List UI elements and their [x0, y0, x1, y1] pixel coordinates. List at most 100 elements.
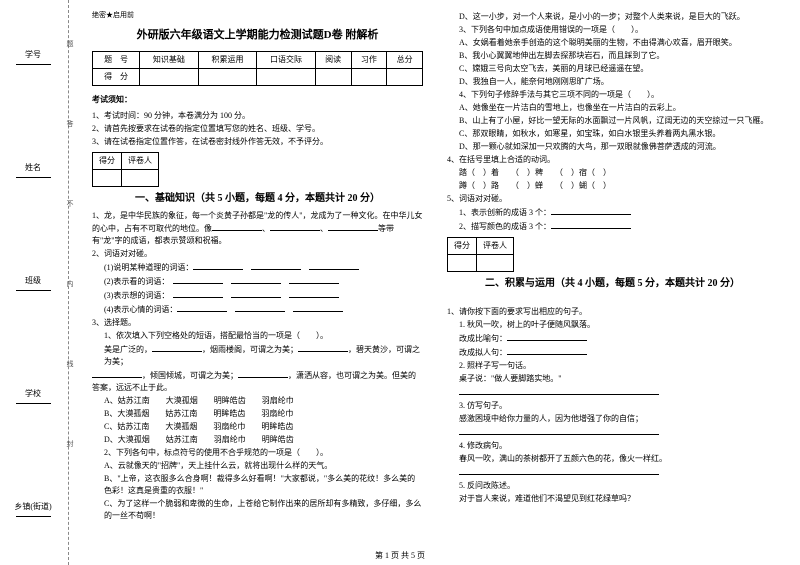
answer-line: 改成拟人句：: [447, 346, 778, 359]
seal-dashline: 题 答 不 内 线 封: [68, 0, 69, 565]
td: [315, 69, 351, 86]
sub-item: 1、表示创新的成语 3 个：: [447, 206, 778, 219]
option-c: C、姑苏江南 大漠孤烟 羽扇纶巾 明眸皓齿: [92, 421, 423, 433]
binding-margin: 学号 姓名 班级 学校 乡镇(街道): [8, 0, 58, 565]
score-table: 题 号 知识基础 积累运用 口语交际 阅读 习作 总分 得 分: [92, 51, 423, 86]
sub-item: (4)表示心情的词语：: [92, 303, 423, 316]
option-a: A、云就像天的"招牌"，天上挂什么云，就将出现什么样的天气。: [92, 460, 423, 472]
stem: 5. 反问改陈述。: [447, 480, 778, 492]
sub-item: 2、描写颜色的成语 3 个：: [447, 220, 778, 233]
option-b: B、"上帝，这衣服多么合身啊！裁得多么好看啊！"大家都说，"多么美的花纹！多么美…: [92, 473, 423, 497]
sub-item: (2)表示看的词语：: [92, 275, 423, 288]
sub-question: 3、下列各句中加点成语使用错误的一项是（ ）。: [447, 24, 778, 36]
section-2-title: 二、积累与运用（共 4 小题，每题 5 分，本题共计 20 分）: [447, 276, 778, 291]
example: 春风一吹，满山的茶树都开了五颜六色的花，像火一样红。: [447, 453, 778, 465]
stem: ，倾国倾城，可谓之为美；，潇洒从容，也可谓之为美。但美的答案，远远不止于此。: [92, 369, 423, 394]
th: 阅读: [315, 52, 351, 69]
option-b: B、大漠孤烟 姑苏江南 明眸皓齿 羽扇纶巾: [92, 408, 423, 420]
margin-label-name: 姓名: [16, 135, 51, 205]
secrecy-label: 绝密★启用前: [92, 10, 423, 21]
fill-line: 踏（ ）着 （ ）稗 （ ）宿（ ）: [447, 167, 778, 179]
td: 得 分: [93, 69, 140, 86]
fill-line: 蹲（ ）路 （ ）蝉 （ ）蝴（ ）: [447, 180, 778, 192]
notice-line: 1、考试时间：90 分钟，本卷满分为 100 分。: [92, 110, 423, 122]
answer-line: 改成比喻句：: [447, 332, 778, 345]
td: [387, 69, 423, 86]
notice-line: 3、请在试卷指定位置作答，在试卷密封线外作答无效，不予评分。: [92, 136, 423, 148]
th: 积累运用: [198, 52, 257, 69]
margin-label-town: 乡镇(街道): [14, 474, 51, 544]
option-c: C、那双眼睛，如秋水，如寒星，如宝珠，如白水银里头养着两丸黑水银。: [447, 128, 778, 140]
stem: 2. 照样子写一句话。: [447, 360, 778, 372]
th: 口语交际: [257, 52, 316, 69]
option-d: D、这一小步，对一个人来说，是小小的一步；对整个人类来说，是巨大的飞跃。: [447, 11, 778, 23]
option-a: A、姑苏江南 大漠孤烟 明眸皓齿 羽扇纶巾: [92, 395, 423, 407]
option-c: C、为了这样一个脆弱和卑微的生命，上苍给它制作出来的居所却有多精致，多仔细，多么…: [92, 498, 423, 522]
table-row: 题 号 知识基础 积累运用 口语交际 阅读 习作 总分: [93, 52, 423, 69]
option-a: A、她像坐在一片洁白的雪地上，也像坐在一片洁白的云彩上。: [447, 102, 778, 114]
seal-char: 封: [65, 440, 75, 447]
th: 题 号: [93, 52, 140, 69]
sub-question: 4、下列句子修辞手法与其它三项不同的一项是（ ）。: [447, 89, 778, 101]
sub-question: 2、下列各句中，标点符号的使用不合乎规范的一项是（ ）。: [92, 447, 423, 459]
margin-label-xuehao: 学号: [16, 22, 51, 92]
td: 评卷人: [477, 238, 514, 255]
sub-item: (3)表示想的词语：: [92, 289, 423, 302]
option-d: D、大漠孤烟 姑苏江南 羽扇纶巾 明眸皓齿: [92, 434, 423, 446]
example: 感激困境中给你力量的人，因为他增强了你的自信；: [447, 413, 778, 425]
seal-char: 线: [65, 360, 75, 367]
right-column: D、这一小步，对一个人来说，是小小的一步；对整个人类来说，是巨大的飞跃。 3、下…: [435, 10, 790, 545]
td: [448, 255, 477, 272]
td: [198, 69, 257, 86]
margin-label-school: 学校: [16, 361, 51, 431]
td: [257, 69, 316, 86]
marker-box: 得分评卷人: [447, 237, 514, 272]
td: [477, 255, 514, 272]
td: 评卷人: [122, 153, 159, 170]
sub-question: 1、依次填入下列空格处的短语，搭配最恰当的一项是（ ）。: [92, 330, 423, 342]
exam-title: 外研版六年级语文上学期能力检测试题D卷 附解析: [92, 27, 423, 44]
marker-box: 得分评卷人: [92, 152, 159, 187]
option-d: D、我独自一人，能奈何地刚刚思旷广场。: [447, 76, 778, 88]
table-row: 得 分: [93, 69, 423, 86]
answer-line: [447, 466, 778, 479]
option-c: C、嫦娥三号向太空飞去，美丽的月球已经遥遥在望。: [447, 63, 778, 75]
th: 习作: [351, 52, 387, 69]
stem: 3. 仿写句子。: [447, 400, 778, 412]
option-a: A、女娲看着她亲手创造的这个聪明美丽的生物，不由得满心欢喜，眉开眼笑。: [447, 37, 778, 49]
th: 总分: [387, 52, 423, 69]
option-b: B、山上有了小屋，好比一望无际的水面飘过一片风帆，辽阔无边的天空掠过一只飞雁。: [447, 115, 778, 127]
page-footer: 第 1 页 共 5 页: [0, 550, 800, 561]
seal-char: 答: [65, 120, 75, 127]
td: [93, 170, 122, 187]
example: 桌子说："做人要脚踏实地。": [447, 373, 778, 385]
question-text: 1、龙，是中华民族的象征，每一个炎黄子孙都是"龙的传人"，龙成为了一种文化。在中…: [92, 210, 423, 247]
seal-char: 内: [65, 280, 75, 287]
question-text: 5、词语对对碰。: [447, 193, 778, 205]
answer-line: [447, 426, 778, 439]
td: [122, 170, 159, 187]
question-text: 3、选择题。: [92, 317, 423, 329]
left-column: 绝密★启用前 外研版六年级语文上学期能力检测试题D卷 附解析 题 号 知识基础 …: [80, 10, 435, 545]
stem: 美是广泛的，，烟雨楼阁，可谓之为美；，碧天黄沙，可谓之为美；: [92, 343, 423, 368]
sub-item: (1)说明某种道理的词语：: [92, 261, 423, 274]
question-text: 4、在括号里填上合适的动词。: [447, 154, 778, 166]
option-b: B、我小心翼翼地伸出左脚去探那块岩石，而且踩到了它。: [447, 50, 778, 62]
example: 对于盲人来说，难道他们不渴望见到红花绿草吗？: [447, 493, 778, 505]
seal-char: 题: [65, 40, 75, 47]
question-text: 1、请你按下面的要求写出相应的句子。: [447, 306, 778, 318]
notice-heading: 考试须知：: [92, 94, 423, 106]
seal-char: 不: [65, 200, 75, 207]
notice-line: 2、请首先按要求在试卷的指定位置填写您的姓名、班级、学号。: [92, 123, 423, 135]
section-1-title: 一、基础知识（共 5 小题，每题 4 分，本题共计 20 分）: [92, 191, 423, 206]
answer-line: [447, 386, 778, 399]
question-text: 2、词语对对碰。: [92, 248, 423, 260]
th: 知识基础: [140, 52, 199, 69]
td: [140, 69, 199, 86]
stem: 1. 秋风一吹，树上的叶子便随风飘落。: [447, 319, 778, 331]
page-sheet: 绝密★启用前 外研版六年级语文上学期能力检测试题D卷 附解析 题 号 知识基础 …: [80, 10, 790, 545]
td: 得分: [448, 238, 477, 255]
option-d: D、那一颗心就如深加一只欢腾的大鸟，那一双眼就像佛菩萨透成的河流。: [447, 141, 778, 153]
margin-label-class: 班级: [16, 248, 51, 318]
stem: 4. 修改病句。: [447, 440, 778, 452]
